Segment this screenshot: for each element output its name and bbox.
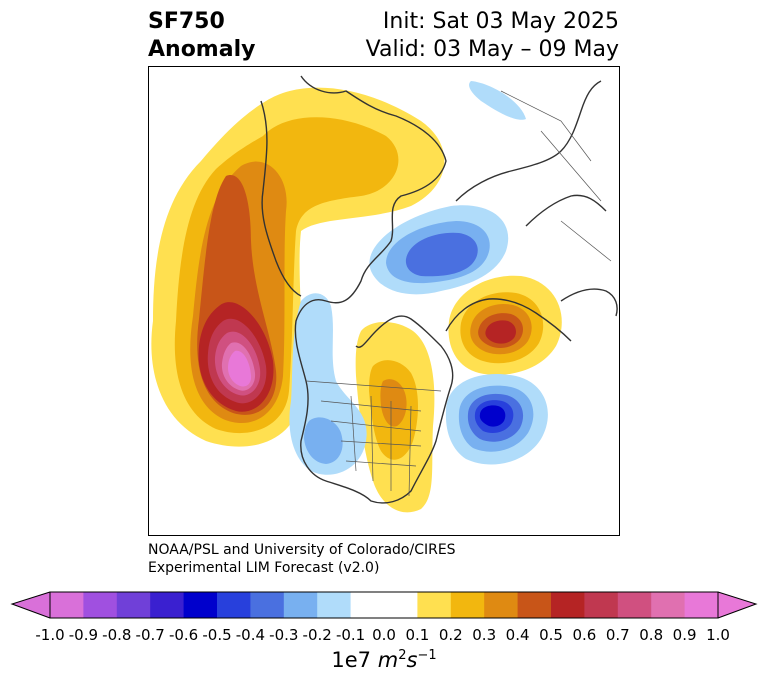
anomaly-map: [151, 75, 618, 513]
positive-anomaly-atlantic: [448, 275, 562, 375]
colorbar-tick-label: -0.7: [135, 626, 165, 644]
map-title-right: Init: Sat 03 May 2025 Valid: 03 May – 09…: [366, 8, 619, 64]
political-boundaries: [305, 90, 612, 497]
colorbar-frame: [49, 591, 719, 619]
colorbar-cell: [584, 592, 619, 618]
colorbar-tick-label: 0.2: [438, 626, 463, 644]
colorbar-tick-label: 0.1: [405, 626, 430, 644]
colorbar-unit-label: 1e7 m2s−1: [331, 648, 436, 672]
colorbar-tick-label: 0.9: [672, 626, 697, 644]
variable-name: SF750: [148, 9, 225, 34]
colorbar-tick-label: -0.6: [168, 626, 199, 644]
credit-line-2: Experimental LIM Forecast (v2.0): [148, 560, 380, 576]
colorbar-cells: [50, 592, 719, 618]
colorbar-tick-label: -0.8: [102, 626, 132, 644]
unit-prefix: 1e7: [331, 648, 372, 672]
colorbar-cell: [183, 592, 218, 618]
colorbar-cell: [517, 592, 552, 618]
colorbar: [10, 591, 758, 619]
credit-text: NOAA/PSL and University of Colorado/CIRE…: [148, 541, 456, 577]
colorbar-tick-label: -0.3: [269, 626, 299, 644]
map-title-left: SF750 Anomaly: [148, 8, 255, 64]
colorbar-cell: [450, 592, 485, 618]
colorbar-cell: [317, 592, 352, 618]
colorbar-cell: [551, 592, 585, 618]
coastlines: [260, 75, 618, 504]
unit-m-exponent: 2: [398, 648, 407, 663]
unit-m: m: [377, 648, 399, 672]
colorbar-tick-label: 0.8: [639, 626, 664, 644]
init-date: Init: Sat 03 May 2025: [382, 9, 619, 34]
colorbar-tick-label: -0.9: [68, 626, 99, 644]
colorbar-cell: [150, 592, 185, 618]
colorbar-tick-label: -0.2: [302, 626, 332, 644]
colorbar-cell: [617, 592, 652, 618]
colorbar-cell: [217, 592, 251, 618]
colorbar-cell: [384, 592, 418, 618]
unit-s: s: [406, 648, 418, 672]
colorbar-tick-label: 0.4: [505, 626, 530, 644]
positive-anomaly-pacific: [151, 87, 445, 447]
colorbar-tick-label: -0.1: [335, 626, 366, 644]
colorbar-cell: [50, 592, 84, 618]
colorbar-cell: [417, 592, 452, 618]
colorbar-tick-label: 1.0: [706, 626, 730, 644]
variable-type: Anomaly: [148, 37, 256, 62]
colorbar-cell: [83, 592, 118, 618]
negative-anomaly-north: [369, 81, 526, 295]
colorbar-tick-label: 0.6: [572, 626, 597, 644]
colorbar-tick-label: 0.7: [605, 626, 630, 644]
colorbar-cell: [484, 592, 519, 618]
colorbar-tick-label: 0.5: [539, 626, 563, 644]
colorbar-cell: [250, 592, 285, 618]
colorbar-cell: [283, 592, 318, 618]
colorbar-cell: [684, 592, 719, 618]
positive-anomaly-eastus: [355, 322, 435, 513]
unit-s-exponent: −1: [417, 648, 437, 663]
valid-range: Valid: 03 May – 09 May: [365, 37, 619, 62]
colorbar-extend-outline: [10, 591, 758, 619]
colorbar-min-extend: [12, 592, 50, 618]
negative-anomaly-atlantic: [445, 374, 548, 465]
map-panel: [148, 66, 620, 536]
colorbar-cell: [651, 592, 686, 618]
credit-line-1: NOAA/PSL and University of Colorado/CIRE…: [148, 542, 456, 558]
colorbar-cell: [350, 592, 385, 618]
colorbar-tick-label: 0.0: [372, 626, 396, 644]
colorbar-tick-label: -0.5: [202, 626, 232, 644]
colorbar-max-extend: [718, 592, 756, 618]
colorbar-tick-label: -1.0: [35, 626, 65, 644]
colorbar-tick-label: -0.4: [235, 626, 266, 644]
negative-anomaly-westus: [289, 293, 367, 475]
colorbar-cell: [116, 592, 151, 618]
colorbar-tick-label: 0.3: [472, 626, 497, 644]
